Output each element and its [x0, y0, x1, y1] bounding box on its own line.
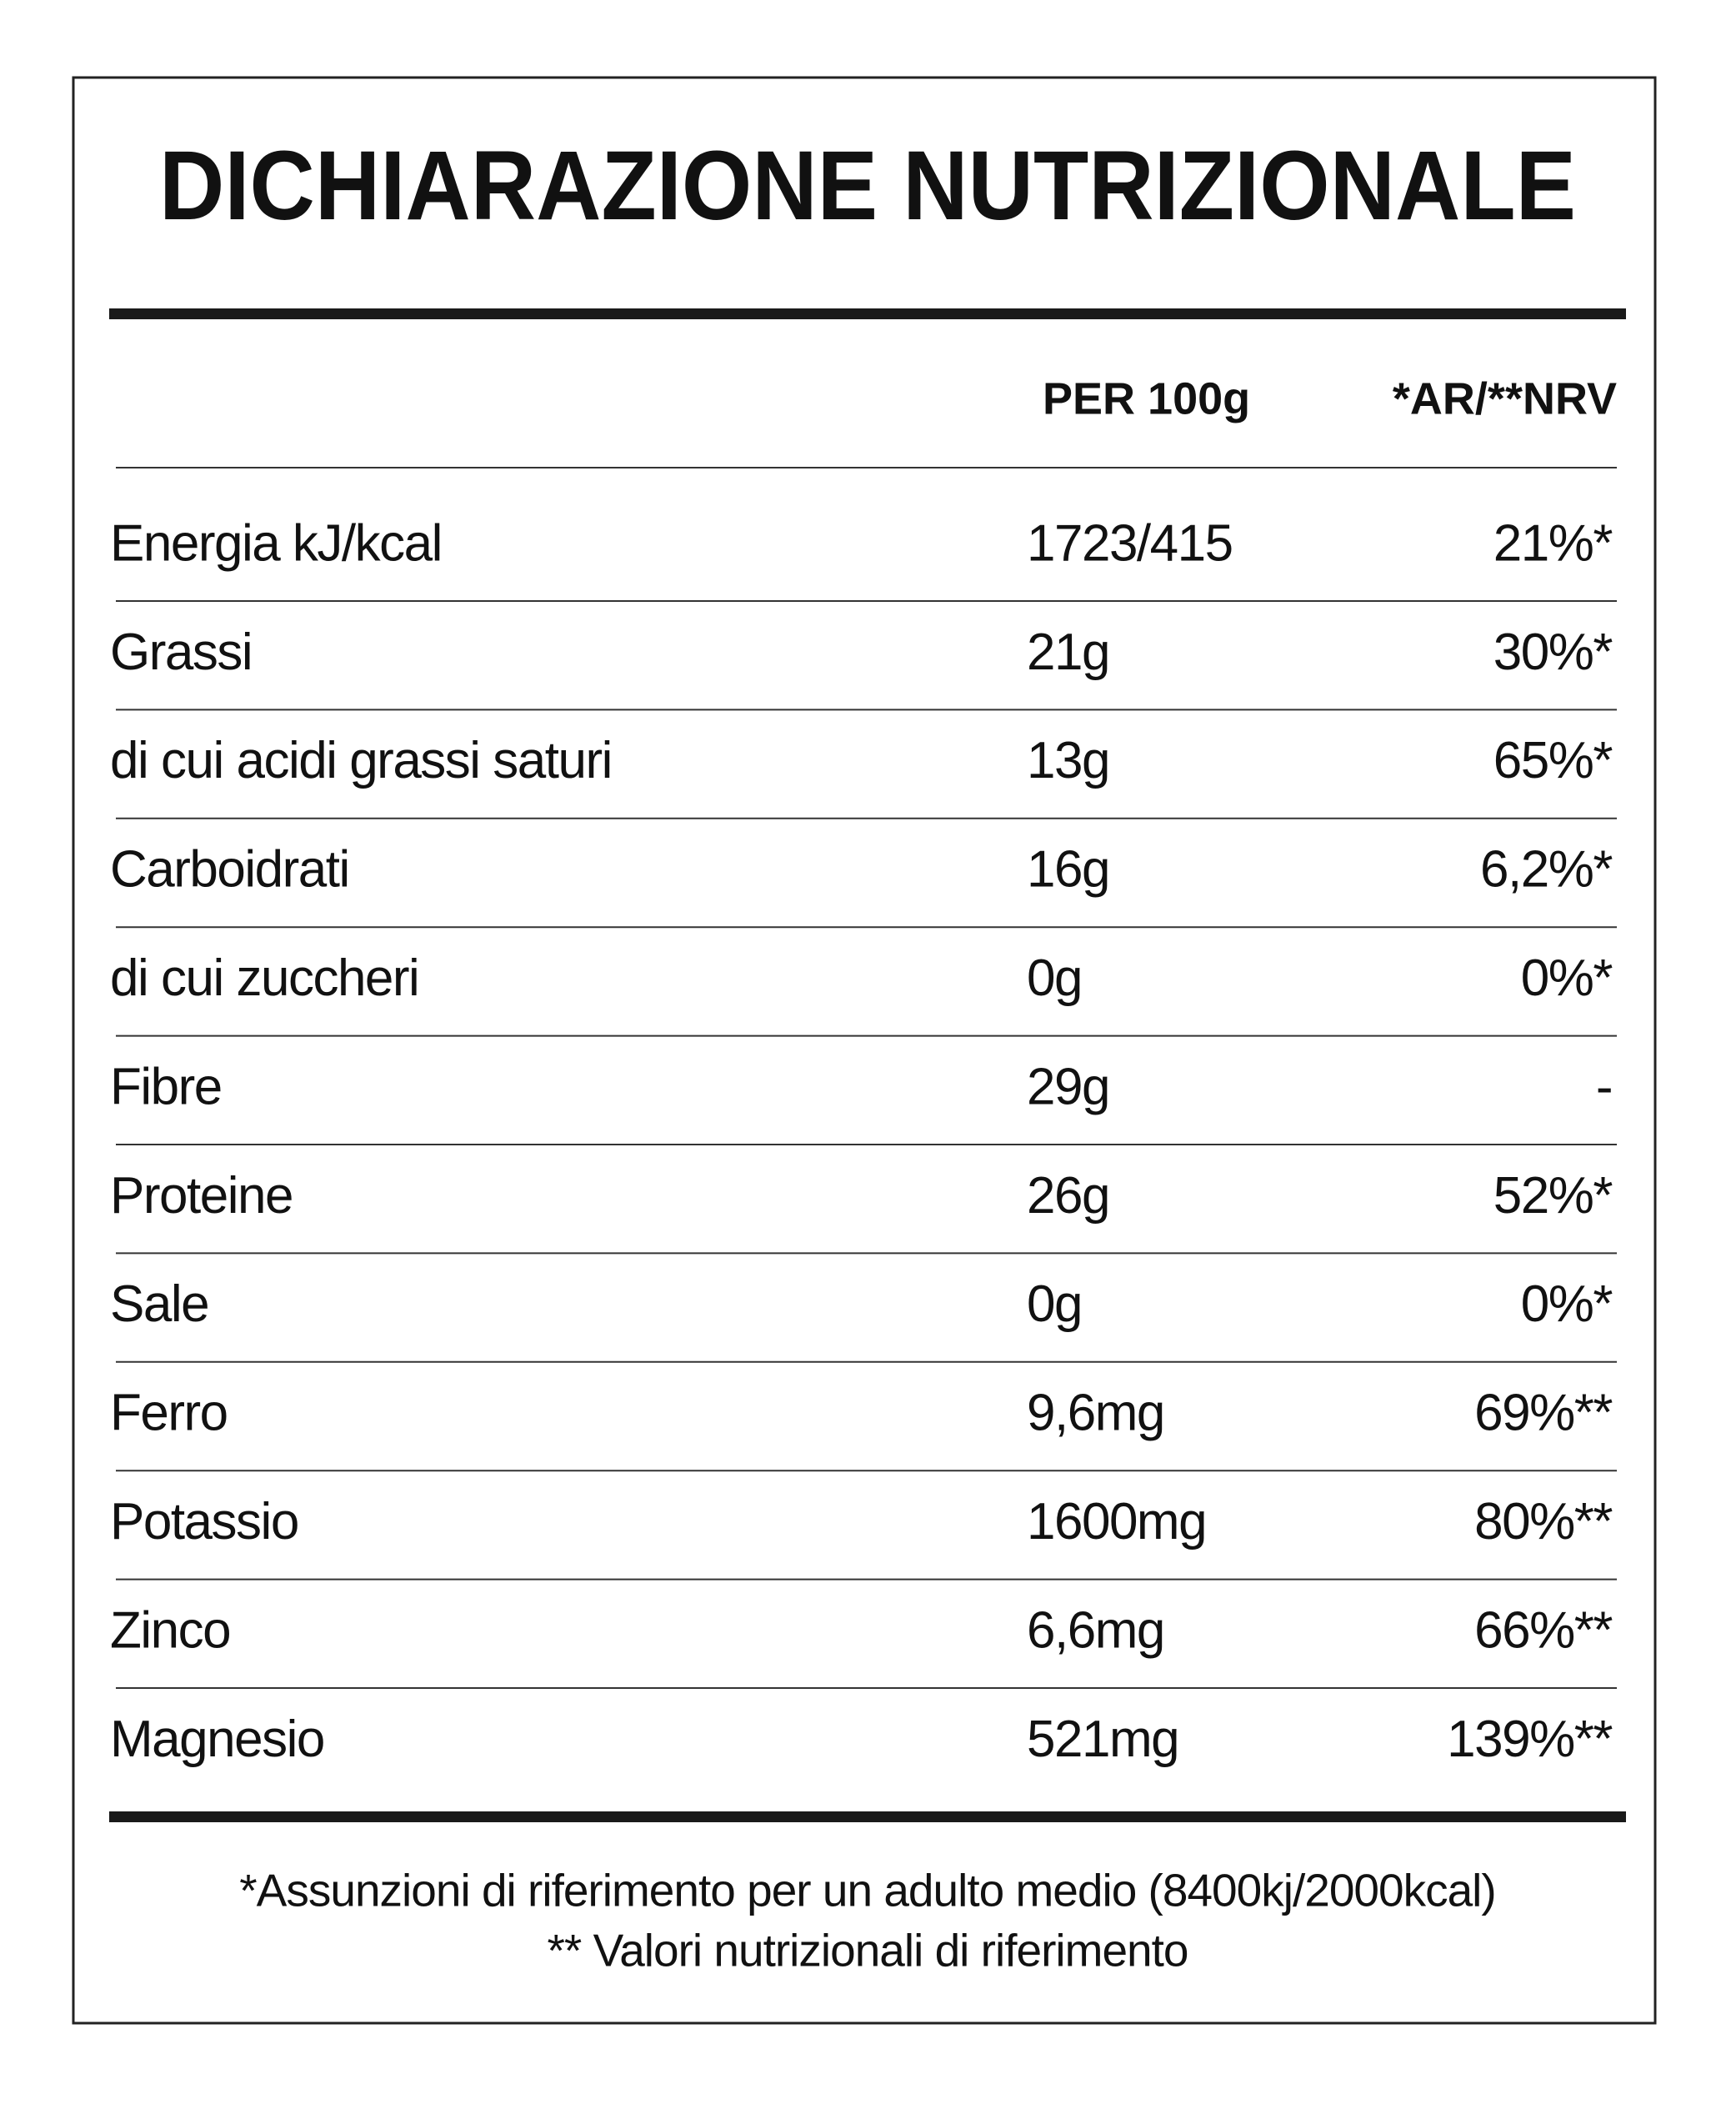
reference-percent: 66%**: [1474, 1601, 1613, 1659]
column-header: PER 100g: [1043, 373, 1250, 423]
amount: 0g: [1027, 949, 1082, 1007]
reference-percent: 30%*: [1493, 624, 1613, 681]
reference-percent: 52%*: [1493, 1167, 1613, 1225]
footnote: *Assunzioni di riferimento per un adulto…: [239, 1865, 1495, 1916]
amount: 6,6mg: [1027, 1601, 1164, 1659]
reference-percent: 21%*: [1493, 514, 1613, 572]
amount: 1600mg: [1027, 1493, 1206, 1550]
amount: 26g: [1027, 1167, 1109, 1225]
nutrient-name: Fibre: [110, 1058, 222, 1115]
amount: 29g: [1027, 1058, 1109, 1115]
reference-percent: 80%**: [1474, 1493, 1613, 1550]
amount: 16g: [1027, 841, 1109, 899]
nutrient-name: Proteine: [110, 1167, 293, 1225]
title: DICHIARAZIONE NUTRIZIONALE: [159, 131, 1576, 241]
reference-percent: 0%*: [1521, 1275, 1613, 1333]
reference-percent: 139%**: [1447, 1711, 1613, 1768]
thick-rule: [109, 1811, 1626, 1822]
nutrient-name: Zinco: [110, 1601, 230, 1659]
reference-percent: 0%*: [1521, 949, 1613, 1007]
rows: Energia kJ/kcal 1723/415 21%* Grassi 21g 30%*…: [110, 514, 1617, 1768]
thick-rule: [109, 308, 1626, 319]
nutrient-name: Sale: [110, 1275, 208, 1333]
amount: 13g: [1027, 732, 1109, 789]
reference-percent: 6,2%*: [1480, 841, 1613, 899]
nutrient-name: Ferro: [110, 1385, 228, 1442]
amount: 9,6mg: [1027, 1385, 1164, 1442]
footnote: ** Valori nutrizionali di riferimento: [548, 1925, 1188, 1976]
reference-percent: 69%**: [1474, 1385, 1613, 1442]
nutrient-name: di cui zuccheri: [110, 949, 418, 1007]
nutrient-name: Grassi: [110, 624, 252, 681]
amount: 521mg: [1027, 1711, 1178, 1768]
nutrient-name: Potassio: [110, 1493, 298, 1550]
nutrient-name: di cui acidi grassi saturi: [110, 732, 612, 789]
amount: 21g: [1027, 624, 1109, 681]
reference-percent: -: [1596, 1058, 1612, 1115]
frame: [72, 76, 1657, 2025]
amount: 1723/415: [1027, 514, 1233, 572]
nutrient-name: Energia kJ/kcal: [110, 514, 442, 572]
nutrient-name: Magnesio: [110, 1711, 324, 1768]
column-header: *AR/**NRV: [1393, 373, 1617, 423]
nutrient-name: Carboidrati: [110, 841, 349, 899]
amount: 0g: [1027, 1275, 1082, 1333]
reference-percent: 65%*: [1493, 732, 1613, 789]
